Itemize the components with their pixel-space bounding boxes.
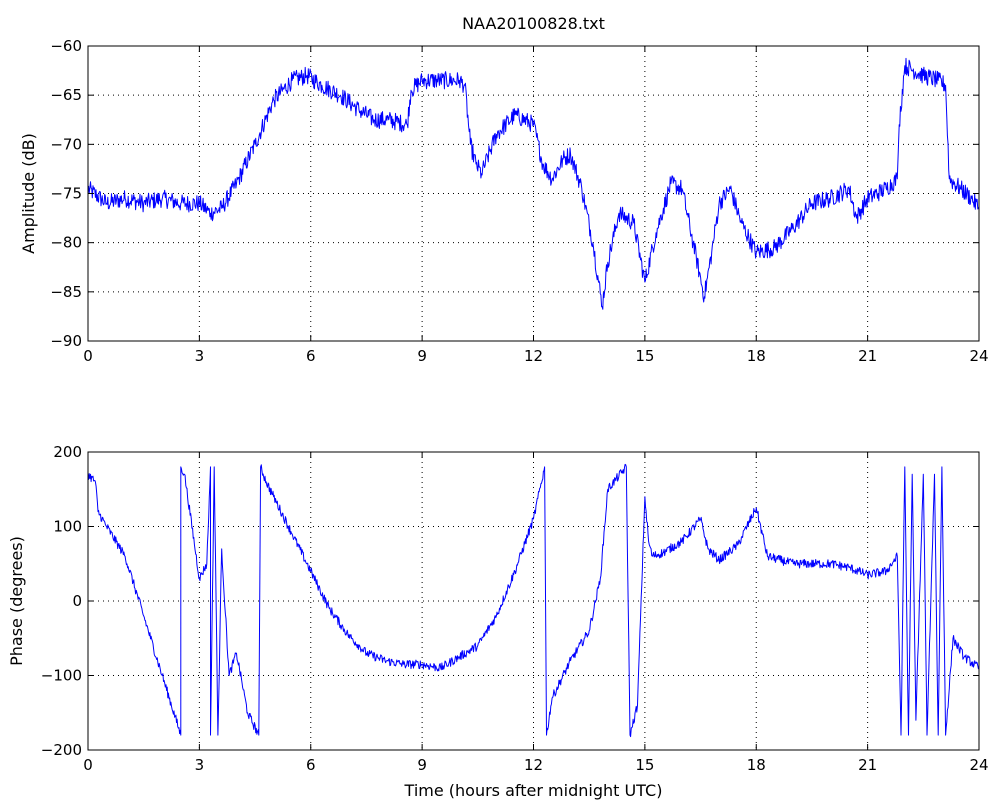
amplitude-panel: 0 3 6 9 12 15 18 21 24 −90 −85 −80 −75 −70 −65 −60 Ampli… xyxy=(19,37,989,365)
y-tick-label: 0 xyxy=(72,592,82,610)
figure-title: NAA20100828.txt xyxy=(462,14,605,33)
x-tick-label: 15 xyxy=(635,756,654,774)
x-tick-label: 0 xyxy=(83,756,93,774)
x-tick-label: 24 xyxy=(969,756,988,774)
y-tick-label: −75 xyxy=(50,185,82,203)
phase-panel: 0 3 6 9 12 15 18 21 24 −200 −100 0 100 200 Phase (degr… xyxy=(7,443,989,800)
x-tick-label: 18 xyxy=(747,756,766,774)
x-tick-label: 21 xyxy=(858,347,877,365)
x-tick-label: 24 xyxy=(969,347,988,365)
x-tick-label: 21 xyxy=(858,756,877,774)
x-tick-label: 6 xyxy=(306,347,316,365)
x-tick-label: 9 xyxy=(417,756,427,774)
amplitude-series-line xyxy=(87,57,980,310)
y-tick-label: −80 xyxy=(50,234,82,252)
x-tick-label: 9 xyxy=(417,347,427,365)
x-tick-label: 12 xyxy=(524,347,543,365)
amplitude-y-axis-label: Amplitude (dB) xyxy=(19,133,38,254)
x-tick-label: 18 xyxy=(747,347,766,365)
y-tick-label: −200 xyxy=(41,741,82,759)
y-tick-label: 200 xyxy=(53,443,82,461)
x-tick-label: 3 xyxy=(195,756,205,774)
y-tick-label: −85 xyxy=(50,283,82,301)
y-tick-label: −65 xyxy=(50,86,82,104)
x-tick-label: 12 xyxy=(524,756,543,774)
phase-y-axis-label: Phase (degrees) xyxy=(7,536,26,666)
y-tick-label: −100 xyxy=(41,667,82,685)
x-tick-label: 0 xyxy=(83,347,93,365)
x-tick-label: 3 xyxy=(195,347,205,365)
y-tick-label: −60 xyxy=(50,37,82,55)
x-tick-label: 15 xyxy=(635,347,654,365)
phase-series-line xyxy=(87,463,980,738)
y-tick-label: 100 xyxy=(53,518,82,536)
x-tick-label: 6 xyxy=(306,756,316,774)
y-tick-label: −90 xyxy=(50,332,82,350)
phase-x-axis-label: Time (hours after midnight UTC) xyxy=(404,781,663,800)
y-tick-label: −70 xyxy=(50,135,82,153)
